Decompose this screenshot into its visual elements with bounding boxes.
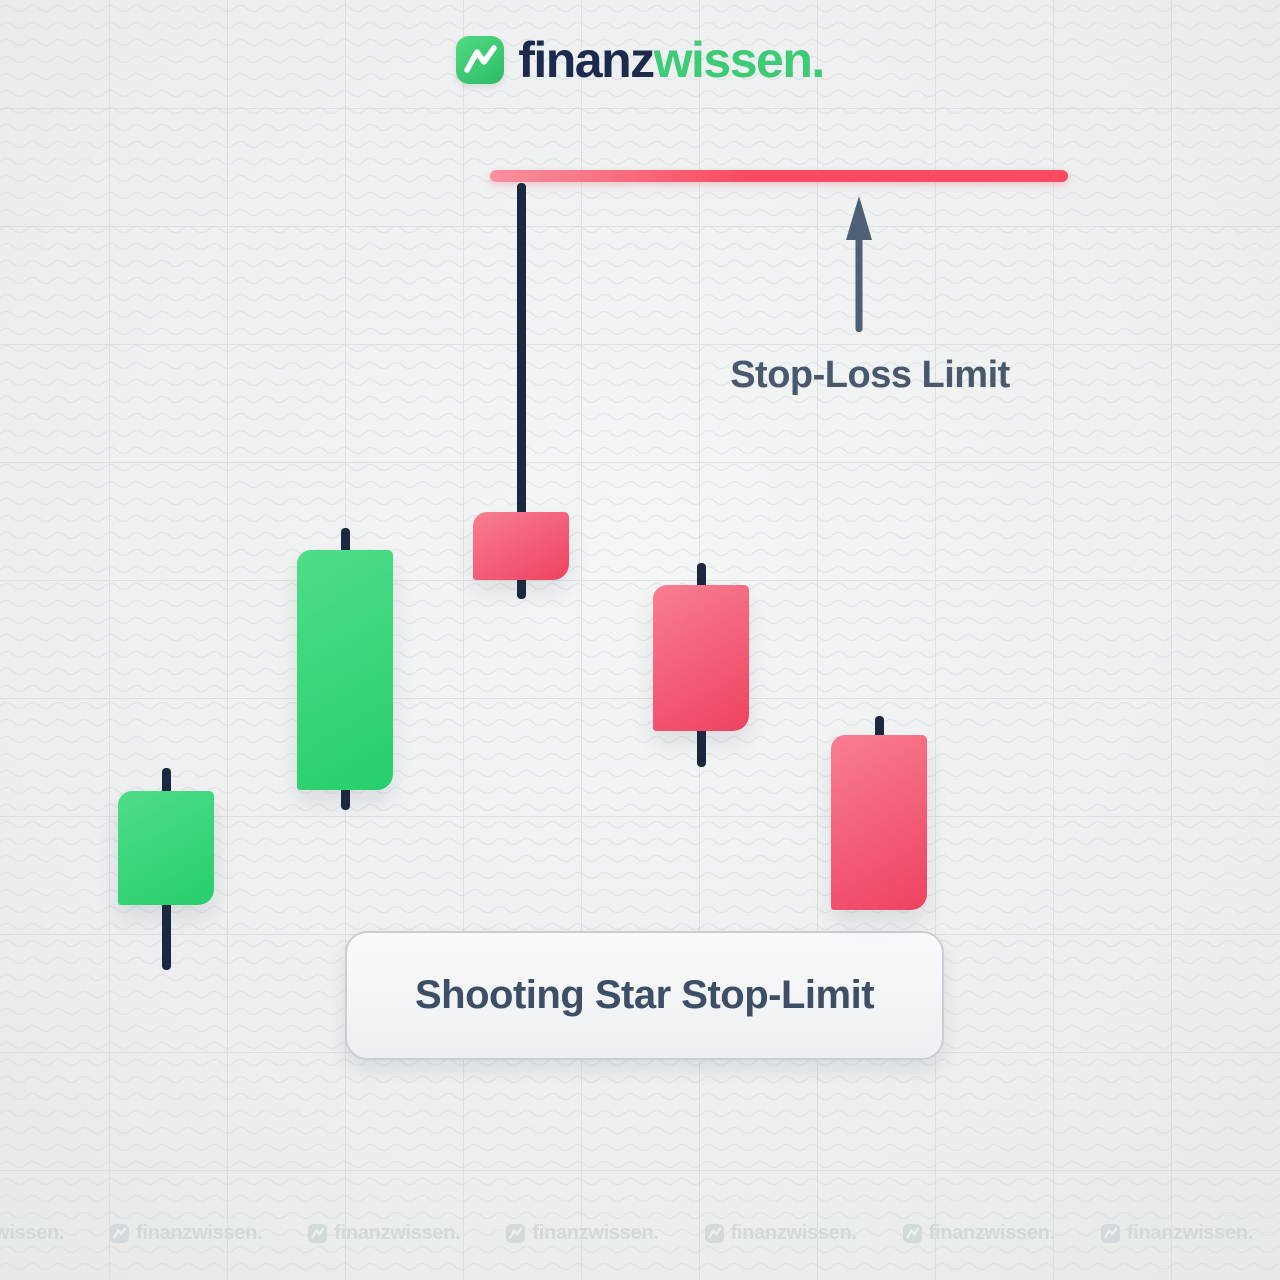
- up-arrow-icon: [846, 196, 872, 332]
- watermark-text: finanzwissen.: [730, 1222, 857, 1244]
- watermark-logo-icon: [506, 1224, 526, 1243]
- pattern-caption-label: Shooting Star Stop-Limit: [414, 973, 875, 1017]
- watermark-item: finanzwissen.: [506, 1222, 659, 1245]
- watermark-item: finanzwissen.: [1100, 1222, 1253, 1245]
- watermark-item: finanzwissen.: [902, 1222, 1055, 1245]
- watermark-text: finanzwissen.: [334, 1222, 461, 1244]
- watermark-text: finanzwissen.: [136, 1222, 263, 1244]
- candle-1-wick: [161, 897, 171, 970]
- watermark-item: finanzwissen.: [704, 1222, 857, 1245]
- watermark-logo-icon: [704, 1224, 724, 1243]
- watermark-strip: finanzwissen. finanzwissen. finanzwissen. f…: [0, 1222, 1280, 1245]
- brand-wordmark-part2: wissen.: [653, 32, 826, 88]
- watermark-text: finanzwissen.: [928, 1222, 1055, 1244]
- watermark-item: finanzwissen.: [110, 1222, 263, 1245]
- watermark-logo-icon: [110, 1224, 130, 1243]
- zigzag-chart-logo-icon: [456, 36, 505, 84]
- candle-3-shooting-star-body: [473, 512, 569, 580]
- watermark-item: finanzwissen.: [0, 1222, 64, 1245]
- watermark-logo-icon: [1100, 1224, 1120, 1243]
- candle-2-body: [297, 550, 393, 790]
- brand-logo: finanzwissen.: [0, 35, 1280, 85]
- candle-4-body: [653, 585, 749, 731]
- watermark-text: finanzwissen.: [1126, 1222, 1253, 1244]
- candle-3-shooting-star-wick: [516, 183, 526, 520]
- candle-5-body: [831, 735, 927, 910]
- watermark-text: finanzwissen.: [0, 1222, 65, 1244]
- watermark-logo-icon: [902, 1224, 922, 1243]
- watermark-text: finanzwissen.: [532, 1222, 659, 1244]
- stop-loss-limit-label: Stop-Loss Limit: [730, 354, 1010, 396]
- candle-1-body: [118, 791, 214, 905]
- watermark-logo-icon: [308, 1224, 328, 1243]
- stop-loss-limit-line: [490, 170, 1068, 182]
- brand-wordmark: finanzwissen.: [518, 35, 825, 85]
- watermark-item: finanzwissen.: [308, 1222, 461, 1245]
- pattern-caption-box: Shooting Star Stop-Limit: [345, 931, 944, 1060]
- brand-wordmark-part1: finanz: [518, 32, 655, 88]
